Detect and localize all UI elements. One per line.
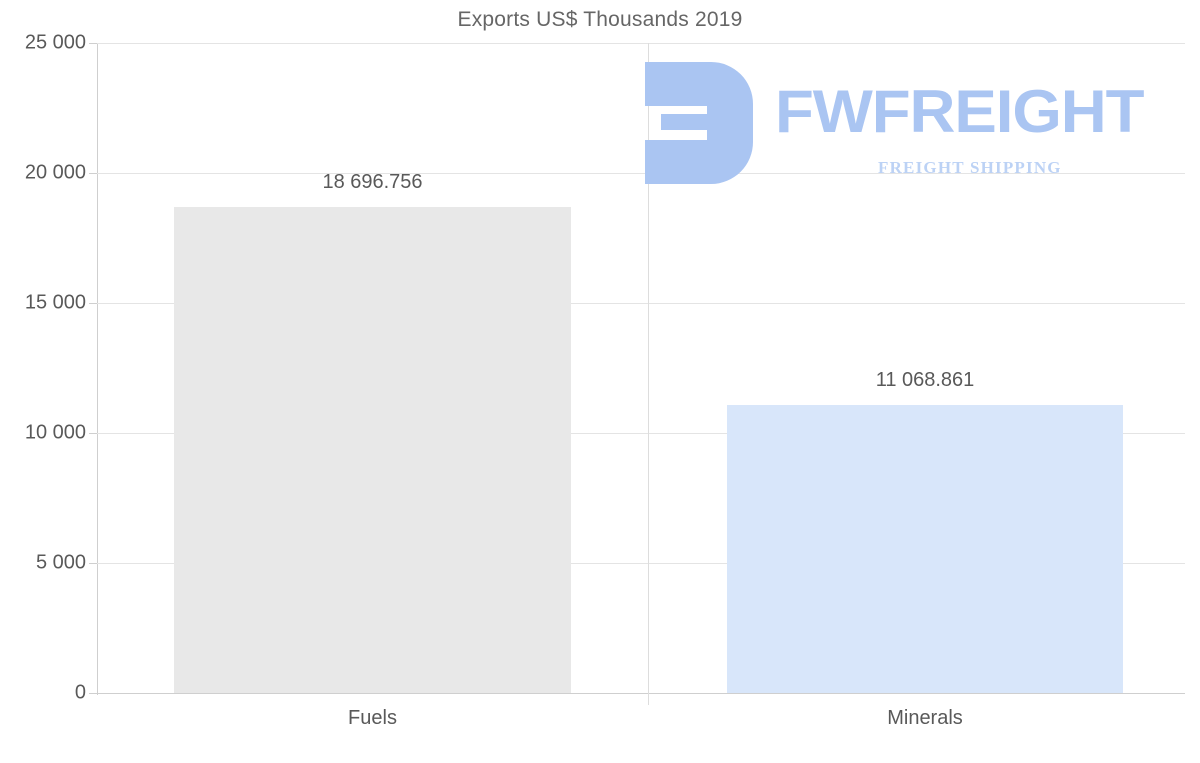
bar-minerals[interactable] <box>727 405 1123 693</box>
y-axis-tick-label: 10 000 <box>24 421 86 444</box>
y-axis-tick-mark <box>89 43 97 44</box>
y-axis-tick-mark <box>89 303 97 304</box>
gridline <box>97 303 1185 304</box>
y-axis-tick-label: 0 <box>74 681 86 704</box>
bar-value-label-minerals: 11 068.861 <box>875 369 975 392</box>
y-axis-tick-mark <box>89 563 97 564</box>
y-axis-tick-label: 20 000 <box>24 161 86 184</box>
y-axis-tick-label: 25 000 <box>24 31 86 54</box>
gridline <box>97 563 1185 564</box>
gridline <box>97 173 1185 174</box>
gridline <box>97 433 1185 434</box>
y-axis-tick-label: 5 000 <box>35 551 86 574</box>
gridline <box>97 693 1185 694</box>
y-axis-line <box>97 43 98 695</box>
x-axis-label-fuels: Fuels <box>348 707 397 729</box>
y-axis-tick-label: 15 000 <box>24 291 86 314</box>
gridline <box>97 43 1185 44</box>
plot-area <box>97 43 1185 694</box>
x-axis-label-minerals: Minerals <box>887 707 963 729</box>
chart-title: Exports US$ Thousands 2019 <box>457 8 743 31</box>
y-axis-tick-mark <box>89 433 97 434</box>
bar-fuels[interactable] <box>174 206 571 693</box>
y-axis-tick-mark <box>89 173 97 174</box>
y-axis-tick-mark <box>89 693 97 694</box>
category-separator <box>648 43 649 705</box>
bar-value-label-fuels: 18 696.756 <box>322 170 423 193</box>
